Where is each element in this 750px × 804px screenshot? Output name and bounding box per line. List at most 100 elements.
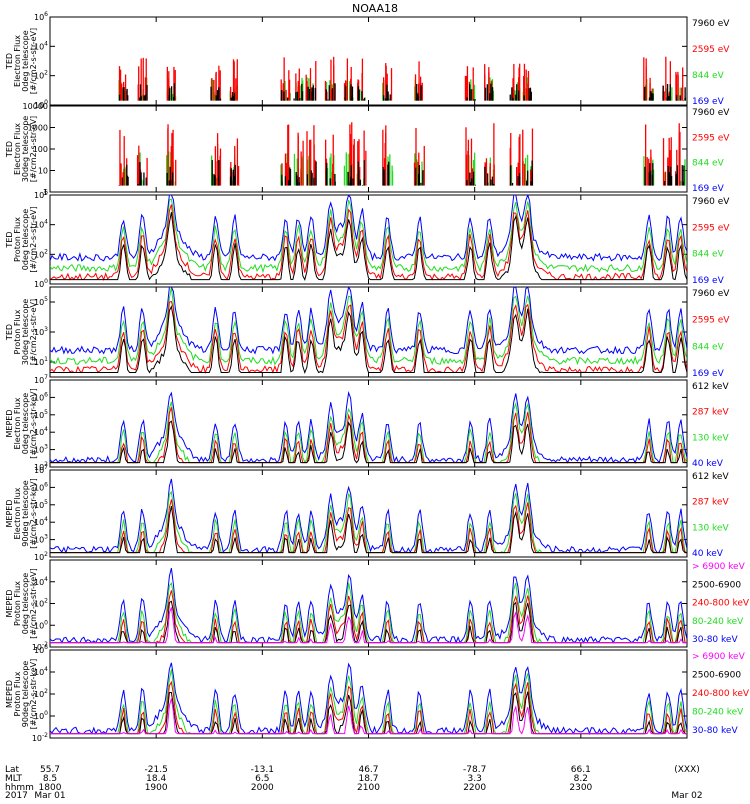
footer-value: (XXX): [674, 765, 700, 775]
legend-entry: 844 eV: [692, 342, 725, 352]
legend-entry: 7960 eV: [692, 19, 730, 29]
y-tick-label: 100: [34, 619, 48, 630]
y-axis-label: Proton Flux: [13, 309, 22, 354]
panel-frame: [49, 559, 688, 648]
figure-title: NOAA18: [352, 2, 398, 15]
footer-value: 66.1: [571, 765, 591, 775]
y-axis-label: [#/cm2-s-str-keV]: [29, 478, 38, 549]
y-axis-label: MEPED: [5, 590, 14, 618]
y-tick-label: 10000: [23, 102, 48, 111]
legend-entry: 2500-6900: [692, 580, 741, 590]
legend-entry: 287 keV: [692, 498, 729, 508]
y-axis-label: 0deg telescope: [21, 573, 30, 634]
legend-entry: 80-240 keV: [692, 708, 744, 718]
flux-line: [50, 198, 687, 274]
y-tick-label: 105: [34, 499, 48, 510]
y-axis-label: [#/cm2-s-str-keV]: [29, 659, 38, 730]
y-tick-label: 102: [34, 461, 48, 472]
y-tick-label: 104: [34, 666, 48, 677]
y-tick-label: 1: [43, 188, 48, 197]
y-tick-label: 105: [34, 409, 48, 420]
y-axis-label: TED: [5, 231, 14, 248]
footer-value: 2200: [463, 783, 486, 793]
y-tick-label: 106: [34, 644, 48, 655]
y-tick-label: 102: [34, 70, 48, 81]
y-tick-label: 104: [34, 426, 48, 437]
y-tick-label: 102: [34, 248, 48, 259]
legend-entry: 2500-6900: [692, 671, 741, 681]
legend-entry: 40 keV: [692, 549, 724, 559]
footer-value: 46.7: [358, 765, 378, 775]
y-axis-label: 90deg telescope: [21, 480, 30, 547]
legend-entry: 30-80 keV: [692, 726, 738, 736]
y-axis-label: Electron Flux: [13, 397, 22, 449]
y-tick-label: 102: [34, 551, 48, 562]
y-axis-label: [#/cm2-s-str-keV]: [29, 388, 38, 459]
y-axis-label: MEPED: [5, 500, 14, 528]
y-tick-label: 106: [34, 481, 48, 492]
legend-entry: 287 keV: [692, 408, 729, 418]
flux-line: [50, 506, 687, 554]
y-tick-label: 103: [34, 534, 48, 545]
footer-value: 55.7: [40, 765, 60, 775]
flux-line: [50, 195, 687, 262]
flux-line: [50, 287, 687, 355]
legend-entry: 2595 eV: [692, 45, 730, 55]
y-axis-label: Electron Flux: [13, 35, 22, 87]
y-tick-label: 10-2: [32, 732, 48, 743]
legend-entry: 130 keV: [692, 433, 729, 443]
y-tick-label: 102: [34, 598, 48, 609]
y-tick-label: 104: [34, 516, 48, 527]
flux-line: [50, 420, 687, 464]
y-axis-label: TED: [5, 53, 14, 70]
flux-line: [50, 287, 687, 366]
footer-value: 2300: [569, 783, 592, 793]
y-axis-label: [#/cm2-s-str-eV]: [29, 206, 38, 272]
legend-entry: 7960 eV: [692, 289, 730, 299]
y-axis-label: 30deg telescope: [21, 299, 30, 366]
footer-value: 2100: [357, 783, 380, 793]
y-axis-label: 0deg telescope: [21, 209, 30, 270]
footer-value: 1800: [39, 783, 62, 793]
panel-8: 10-2 100 102 104 106 MEPED Proton Flux 90deg te…: [5, 644, 750, 743]
y-tick-label: 100: [34, 99, 48, 110]
footer-value: -21.5: [145, 765, 168, 775]
panel-2: 1 10 100 1000 10000 TED Electron Flux 30deg tel…: [5, 102, 730, 197]
footer-value: -78.7: [463, 765, 486, 775]
y-tick-label: 107: [34, 464, 48, 475]
y-axis-label: [#/cm2-s-str-keV]: [29, 568, 38, 639]
legend-entry: 7960 eV: [692, 108, 730, 118]
footer-row-label: Lat: [5, 765, 20, 775]
traces: [50, 567, 687, 645]
footer-row-label: MLT: [5, 774, 23, 784]
traces: [118, 56, 687, 101]
y-axis-label: Proton Flux: [13, 581, 22, 626]
legend-entry: 40 keV: [692, 459, 724, 469]
y-tick-label: 104: [34, 219, 48, 230]
flux-line: [50, 300, 687, 375]
footer-value: 18.4: [146, 774, 166, 784]
y-axis-label: MEPED: [5, 410, 14, 438]
traces: [50, 478, 687, 555]
footer-row-label: 2017: [5, 791, 28, 800]
y-axis-label: Proton Flux: [13, 671, 22, 716]
legend-entry: 169 eV: [692, 184, 725, 194]
traces: [50, 390, 687, 464]
footer-value: 1900: [145, 783, 168, 793]
y-axis-label: TED: [5, 141, 14, 158]
legend-entry: > 6900 keV: [692, 652, 746, 662]
y-axis-label: 90deg telescope: [21, 661, 30, 728]
legend-entry: 169 eV: [692, 276, 725, 286]
y-tick-label: 10-2: [32, 641, 48, 652]
y-tick-label: 107: [34, 374, 48, 385]
y-tick-label: 106: [34, 11, 48, 22]
y-axis-label: MEPED: [5, 680, 14, 708]
flux-line: [50, 607, 687, 644]
footer-value: 8.5: [43, 774, 57, 784]
traces: [118, 122, 686, 186]
legend-entry: 169 eV: [692, 369, 725, 379]
legend-entry: 240-800 keV: [692, 689, 750, 699]
y-axis-label: [#/cm2-s-str-eV]: [29, 116, 38, 182]
footer-value: 8.2: [574, 774, 588, 784]
